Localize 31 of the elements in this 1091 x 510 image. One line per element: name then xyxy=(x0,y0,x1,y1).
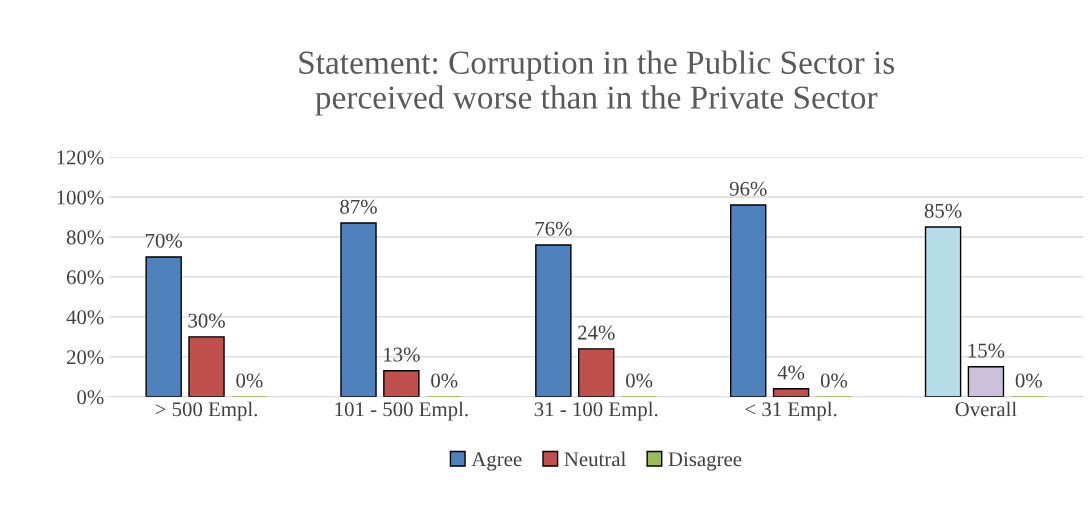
data-label: 15% xyxy=(968,343,1005,358)
y-tick-label: 80% xyxy=(66,230,104,245)
data-label: 24% xyxy=(578,325,615,340)
legend-label: Agree xyxy=(471,452,522,471)
data-label: 70% xyxy=(145,233,183,248)
x-tick-label: 31 - 100 Empl. xyxy=(534,401,658,421)
data-label: 0% xyxy=(820,373,848,388)
data-label: 0% xyxy=(431,373,458,388)
y-tick-label: 0% xyxy=(77,390,104,405)
data-label: 13% xyxy=(384,347,420,362)
data-label: 0% xyxy=(236,373,263,388)
legend-label: Disagree xyxy=(668,452,742,471)
data-label: 85% xyxy=(924,203,962,218)
y-tick-label: 20% xyxy=(66,350,104,365)
y-tick-label: 40% xyxy=(66,310,104,325)
x-tick-label: Overall xyxy=(955,401,1017,417)
y-tick-label: 100% xyxy=(57,190,104,205)
data-label: 0% xyxy=(626,373,653,388)
y-tick-label: 120% xyxy=(57,150,104,165)
legend-label: Neutral xyxy=(564,451,626,467)
x-tick-label: 101 - 500 Empl. xyxy=(335,401,468,421)
data-label: 0% xyxy=(1015,373,1042,388)
data-label: 96% xyxy=(729,181,767,196)
data-label: 30% xyxy=(188,313,225,328)
x-tick-label: < 31 Empl. xyxy=(745,401,837,421)
x-tick-label: > 500 Empl. xyxy=(155,401,258,421)
data-label: 4% xyxy=(777,365,805,380)
data-label: 76% xyxy=(535,221,572,236)
chart-title: Statement: Corruption in the Public Sector is perceived worse than in the Private Sector xyxy=(299,50,895,116)
data-label: 87% xyxy=(340,199,377,214)
y-tick-label: 60% xyxy=(66,270,104,285)
